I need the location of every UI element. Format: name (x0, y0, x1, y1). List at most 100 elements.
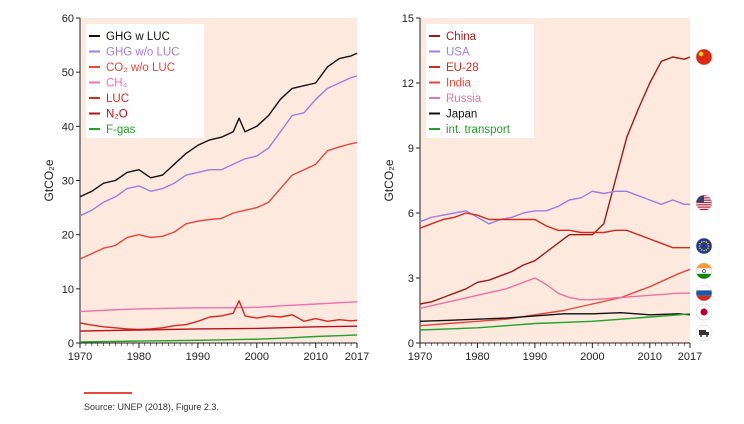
flag-star (698, 245, 701, 247)
series-line-russia (419, 277, 690, 309)
y-tick-label: 3 (408, 273, 414, 285)
x-tick-label: 2017 (678, 351, 702, 363)
flag-usa-icon-body (696, 195, 712, 210)
flag-star (707, 245, 710, 247)
flag-band (696, 285, 712, 291)
flag-band (696, 263, 712, 269)
x-tick-label: 2000 (580, 351, 604, 363)
x-tick-label: 1990 (523, 351, 547, 363)
x-tick-label: 1990 (186, 351, 210, 363)
series-line-luc (79, 300, 358, 331)
x-tick-label: 2010 (304, 351, 328, 363)
flag-stripe (696, 208, 712, 210)
y-axis-label: GtCO₂e (382, 159, 396, 201)
series-line-n-o (79, 325, 358, 332)
flag-russia-icon-body (696, 285, 712, 301)
legend-label: GHG w/o LUC (106, 47, 180, 59)
legend-label: int. transport (446, 124, 511, 136)
flag-russia-icon-rim (695, 284, 713, 302)
flag-japan-icon-body (696, 304, 712, 320)
flag-stripe (696, 201, 712, 204)
flag-band (696, 295, 712, 301)
x-tick-label: 1980 (127, 351, 151, 363)
y-tick-label: 6 (408, 208, 414, 220)
flag-eu-icon (695, 237, 713, 255)
flag-field (696, 238, 712, 254)
x-tick-label: 1980 (465, 351, 489, 363)
flag-stripe (696, 206, 712, 208)
series-line-ch- (79, 301, 358, 313)
x-tick-label: 2010 (638, 351, 662, 363)
flag-band (696, 273, 712, 279)
y-tick-label: 60 (62, 13, 74, 25)
legend-label: Japan (446, 109, 477, 121)
flag-india-icon (695, 262, 713, 280)
ship-wheel (706, 335, 708, 337)
flag-china-icon (695, 48, 713, 66)
flag-china-icon-body (696, 49, 712, 65)
series-line-india (419, 268, 691, 327)
legend-label: GHG w LUC (106, 31, 170, 43)
flag-star (699, 247, 701, 250)
legend-label: N₂O (106, 109, 128, 121)
x-tick-label: 2000 (245, 351, 269, 363)
chart-panel-1: 0 10 20 30 40 50 60 1970 1980 1990 2000 2010 2017 GtC… (42, 13, 369, 363)
source-note: Source: UNEP (2018), Figure 2.3. (84, 402, 219, 412)
flag-japan-icon-rim (695, 303, 713, 321)
ship-transport-icon-body (696, 325, 712, 341)
legend-label: EU-28 (446, 62, 479, 74)
series-line-ghg-w-o-luc (79, 75, 358, 217)
series-line-eu-28 (419, 212, 690, 249)
series-line-china (419, 56, 691, 305)
series-line-f-gas (79, 334, 358, 343)
y-tick-label: 0 (408, 338, 414, 350)
legend-box (86, 24, 204, 138)
y-tick-label: 50 (62, 67, 74, 79)
legend-label: USA (446, 47, 470, 59)
y-tick-label: 12 (402, 78, 414, 90)
y-tick-label: 9 (408, 143, 414, 155)
flag-eu-icon-body (696, 238, 712, 254)
flag-star (703, 240, 705, 243)
ship-body (699, 330, 706, 335)
legend-label: India (446, 78, 472, 90)
flag-russia-icon (695, 284, 713, 302)
legend-label: CH₄ (106, 78, 128, 90)
ship-wheel (700, 335, 702, 337)
series-line-int-transport (419, 313, 691, 331)
flag-star (703, 249, 705, 252)
series-line-ghg-w-luc (79, 52, 358, 198)
x-tick-label: 1970 (68, 351, 92, 363)
legend-box (426, 24, 534, 138)
flag-usa-icon (695, 194, 713, 212)
flag-star (707, 242, 709, 245)
flag-star (707, 247, 709, 250)
flag-star (699, 242, 701, 245)
y-tick-label: 40 (62, 121, 74, 133)
flag-band (696, 290, 712, 296)
flag-disc (700, 308, 708, 316)
legend-label: LUC (106, 93, 129, 105)
flag-star (700, 241, 703, 243)
x-tick-label: 1970 (408, 351, 432, 363)
ship-transport-icon (695, 324, 713, 342)
flag-eu-icon-rim (695, 237, 713, 255)
y-tick-label: 0 (68, 338, 74, 350)
flag-canton (696, 195, 704, 202)
y-axis-label: GtCO₂e (42, 159, 56, 201)
y-tick-label: 20 (62, 230, 74, 242)
flag-band (696, 268, 712, 274)
y-tick-label: 30 (62, 176, 74, 188)
x-tick-label: 2017 (345, 351, 369, 363)
series-line-co-w-o-luc (79, 141, 358, 260)
flag-usa-icon-rim (695, 194, 713, 212)
series-line-japan (419, 312, 691, 322)
legend-label: Russia (446, 93, 482, 105)
series-line-usa (419, 190, 690, 225)
legend-label: China (446, 31, 477, 43)
flag-china-icon-rim (695, 48, 713, 66)
flag-star (705, 241, 708, 243)
legend-label: F-gas (106, 124, 136, 136)
flag-japan-icon (695, 303, 713, 321)
